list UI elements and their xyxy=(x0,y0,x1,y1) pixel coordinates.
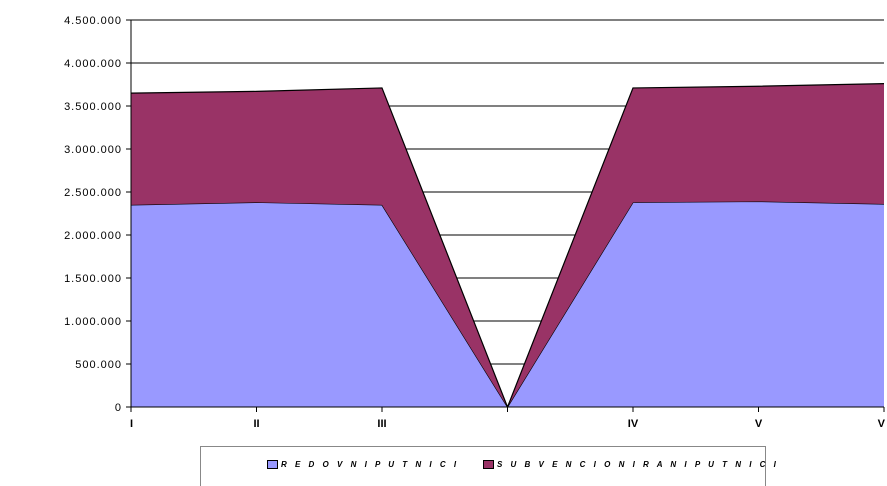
y-tick-label-8: 4.000.000 xyxy=(64,58,122,70)
legend-item-subvencionirani: S U B V E N C I O N I R A N I P U T N I … xyxy=(483,460,779,469)
legend-swatch-subvencionirani xyxy=(483,460,494,469)
y-tick-label-7: 3.500.000 xyxy=(64,101,122,113)
y-tick-label-2: 1.000.000 xyxy=(64,316,122,328)
area-series-1 xyxy=(131,83,884,407)
y-tick-label-9: 4.500.000 xyxy=(64,15,122,27)
y-tick-label-0: 0 xyxy=(115,402,122,414)
series-areas xyxy=(130,83,885,409)
legend-swatch-redovni xyxy=(267,460,278,469)
y-tick-label-3: 1.500.000 xyxy=(64,273,122,285)
y-tick-label-5: 2.500.000 xyxy=(64,187,122,199)
x-tick-label-0: I xyxy=(130,418,133,430)
y-tick-label-4: 2.000.000 xyxy=(64,230,122,242)
legend-item-redovni: R E D O V N I P U T N I C I xyxy=(267,460,459,469)
legend: R E D O V N I P U T N I C I S U B V E N … xyxy=(200,446,776,486)
x-axis-ticks: I II III IV V V xyxy=(130,407,886,430)
y-tick-label-6: 3.000.000 xyxy=(64,144,122,156)
y-tick-label-1: 500.000 xyxy=(75,359,122,371)
area-series-0 xyxy=(131,201,884,407)
x-tick-label-5: V xyxy=(755,418,763,430)
y-axis-ticks: 0 500.000 1.000.000 1.500.000 2.000.000 2.500… xyxy=(64,15,131,414)
x-tick-label-1: II xyxy=(253,418,259,430)
x-tick-label-2: III xyxy=(377,418,386,430)
x-tick-label-4: IV xyxy=(628,418,639,430)
legend-label-redovni: R E D O V N I P U T N I C I xyxy=(281,460,460,469)
legend-label-subvencionirani: S U B V E N C I O N I R A N I P U T N I … xyxy=(497,460,779,469)
x-tick-label-6: V xyxy=(878,418,886,430)
